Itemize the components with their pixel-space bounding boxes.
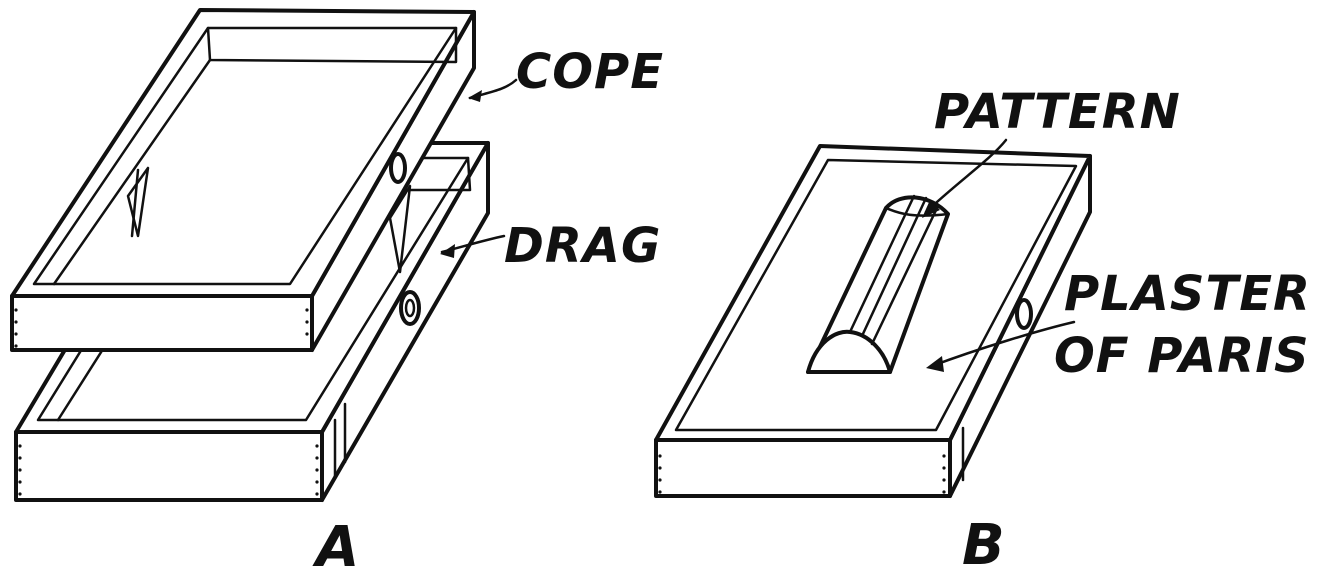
flask-pin-guide <box>1015 298 1033 330</box>
caption-a: A <box>312 515 359 574</box>
cope-label: COPE <box>516 44 664 100</box>
plaster-label-group: PLASTER OF PARIS <box>926 266 1311 384</box>
cope-pin-lug <box>389 152 407 184</box>
cope-frame <box>10 8 476 352</box>
pattern-half-cylinder <box>806 194 950 374</box>
pattern-arrow <box>924 138 1008 214</box>
drag-pin-guide <box>399 290 421 326</box>
plaster-arrow <box>930 320 1076 368</box>
drag-label: DRAG <box>504 218 661 274</box>
pattern-label-group: PATTERN <box>922 84 1181 218</box>
pattern-label: PATTERN <box>934 84 1181 140</box>
plaster-label-line1: PLASTER <box>1064 266 1311 322</box>
caption-b: B <box>962 513 1005 574</box>
figure-a: COPE DRAG A <box>10 8 664 574</box>
plaster-label-line2: OF PARIS <box>1054 328 1310 384</box>
figure-b: PATTERN PLASTER OF PARIS B <box>654 84 1311 574</box>
cope-pin-right <box>388 184 412 274</box>
cope-label-group: COPE <box>468 44 664 102</box>
drag-label-group: DRAG <box>440 218 661 274</box>
